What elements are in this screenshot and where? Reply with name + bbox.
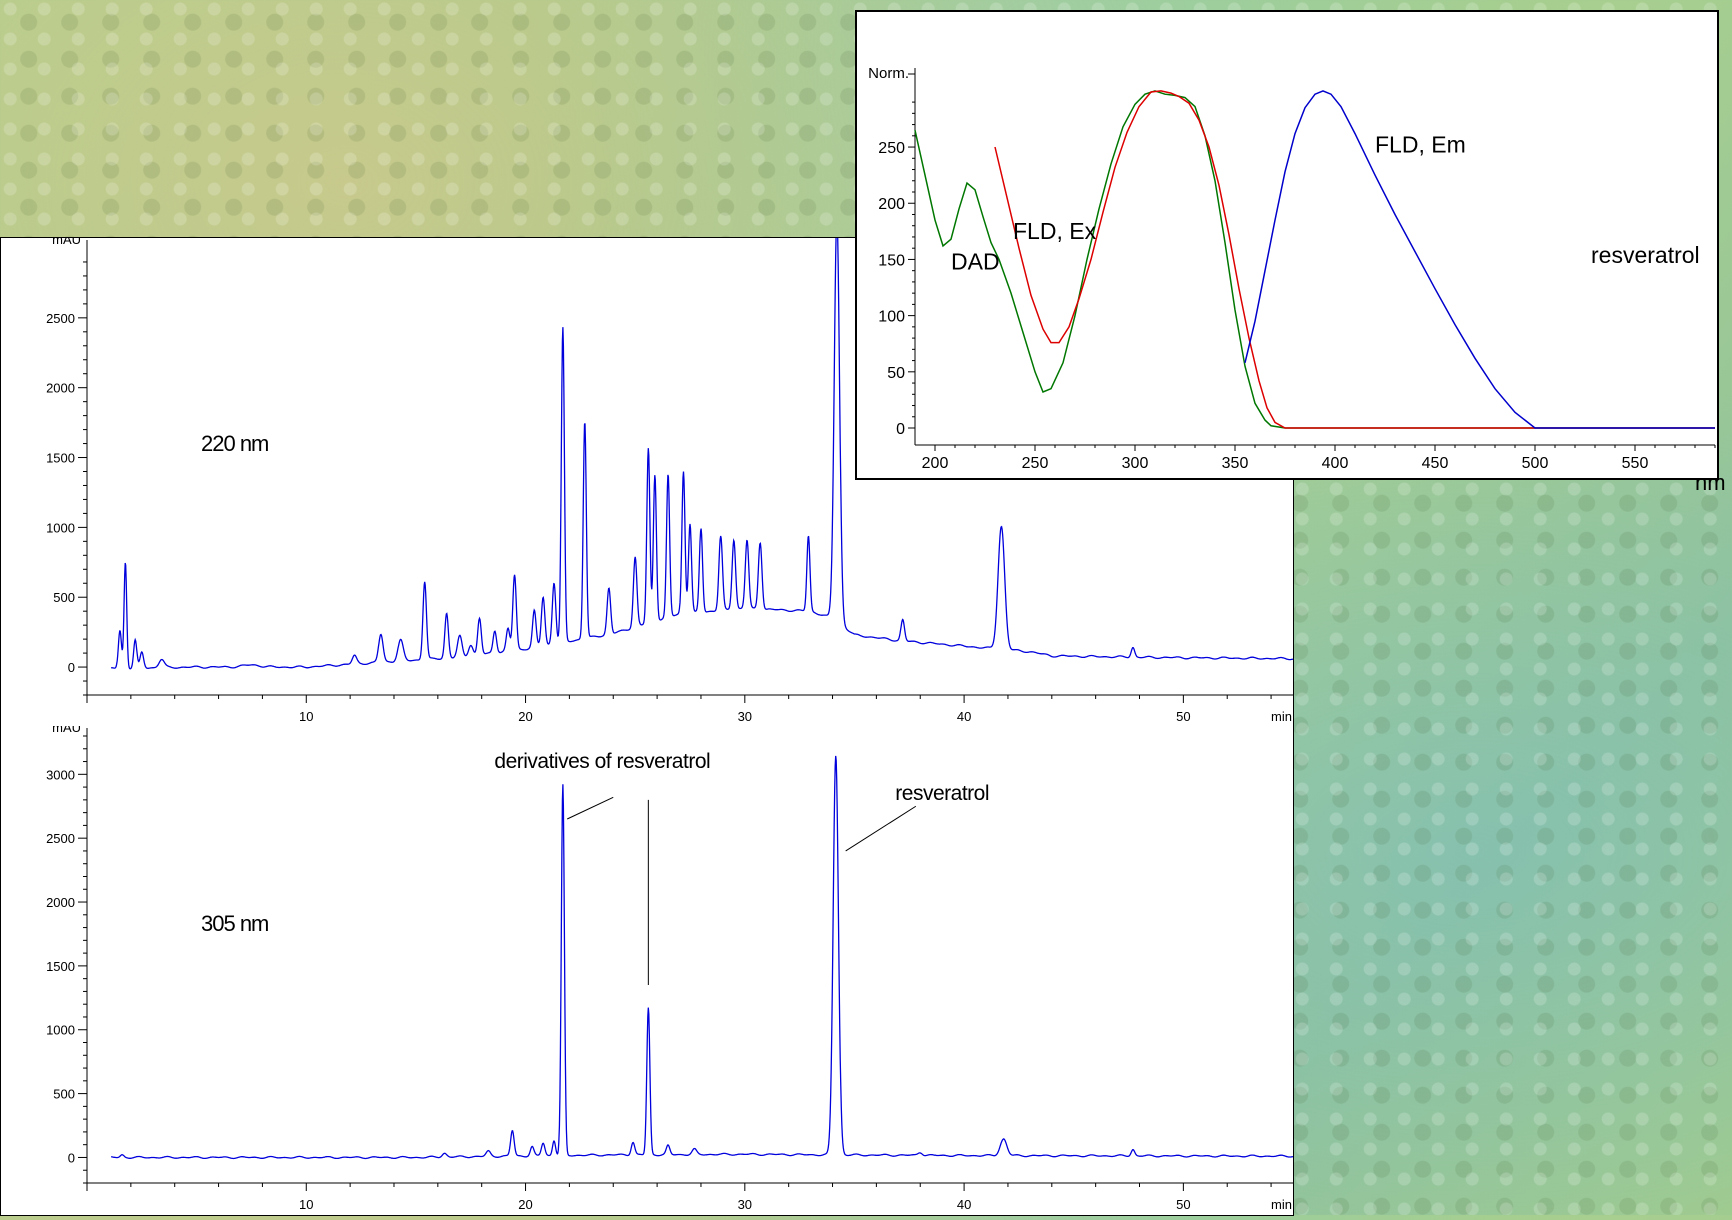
wavelength-annotation: 305 nm — [201, 911, 268, 936]
x-tick-label: 250 — [1022, 455, 1049, 472]
y-axis-label: mAU — [52, 726, 81, 735]
y-tick-label: 1500 — [46, 959, 75, 974]
spectrum-series-line — [1244, 90, 1715, 429]
chromatogram-trace — [110, 755, 1294, 1160]
chromatogram-trace — [110, 217, 1294, 670]
x-tick-label: 50 — [1176, 709, 1190, 724]
leader-line — [566, 796, 614, 820]
x-axis-unit: min — [1271, 1197, 1292, 1212]
x-tick-label: 30 — [738, 709, 752, 724]
peak-label: derivatives of resveratrol — [494, 750, 710, 773]
spectra-inset-svg: 0 50 100 150 200 250 Norm. 200 250 300 350 400 450 50… — [868, 65, 1726, 495]
y-axis-label: Norm. — [868, 65, 909, 82]
y-tick-label: 150 — [878, 252, 905, 269]
x-tick-label: 40 — [957, 1197, 971, 1212]
x-axis-unit: nm — [1695, 470, 1726, 495]
y-tick-label: 0 — [896, 421, 905, 438]
spectrum-series-line — [914, 90, 1715, 429]
spectrum-label: resveratrol — [1591, 242, 1700, 268]
leader-line — [845, 805, 917, 852]
x-tick-label: 500 — [1522, 455, 1549, 472]
chromatogram-panel-305: 0 500 1000 1500 2000 2500 3000 mAU 10 20 30 40 50 min… — [0, 720, 1294, 1216]
x-tick-label: 400 — [1322, 455, 1349, 472]
spectrum-label: DAD — [951, 249, 1000, 275]
x-tick-label: 10 — [299, 709, 313, 724]
x-tick-label: 20 — [518, 1197, 532, 1212]
y-tick-label: 0 — [68, 660, 75, 675]
y-tick-label: 500 — [53, 1087, 75, 1102]
y-tick-label: 2000 — [46, 895, 75, 910]
y-tick-label: 2500 — [46, 831, 75, 846]
y-tick-label: 2500 — [46, 311, 75, 326]
y-tick-label: 1000 — [46, 1023, 75, 1038]
y-tick-label: 1000 — [46, 520, 75, 535]
y-tick-label: 100 — [878, 309, 905, 326]
spectra-inset-panel: 0 50 100 150 200 250 Norm. 200 250 300 350 400 450 50… — [855, 10, 1726, 495]
spectrum-label: FLD, Ex — [1013, 218, 1097, 244]
y-tick-label: 0 — [68, 1150, 75, 1165]
y-tick-label: 50 — [887, 365, 905, 382]
x-tick-label: 350 — [1222, 455, 1249, 472]
x-tick-label: 50 — [1176, 1197, 1190, 1212]
wavelength-annotation: 220 nm — [201, 431, 268, 456]
spectrum-label: FLD, Em — [1375, 132, 1466, 158]
y-tick-label: 3000 — [46, 767, 75, 782]
y-axis-label: mAU — [52, 238, 81, 247]
x-tick-label: 300 — [1122, 455, 1149, 472]
peak-label: resveratrol — [895, 782, 989, 805]
x-axis-unit: min — [1271, 709, 1292, 724]
x-tick-label: 10 — [299, 1197, 313, 1212]
y-tick-label: 500 — [53, 590, 75, 605]
chromatogram-305-svg: 0 500 1000 1500 2000 2500 3000 mAU 10 20 30 40 50 min… — [46, 720, 1294, 1212]
x-tick-label: 450 — [1422, 455, 1449, 472]
x-tick-label: 200 — [922, 455, 949, 472]
y-tick-label: 200 — [878, 196, 905, 213]
y-tick-label: 1500 — [46, 451, 75, 466]
x-tick-label: 550 — [1622, 455, 1649, 472]
x-tick-label: 30 — [738, 1197, 752, 1212]
y-tick-label: 2000 — [46, 381, 75, 396]
x-tick-label: 40 — [957, 709, 971, 724]
x-tick-label: 20 — [518, 709, 532, 724]
y-tick-label: 250 — [878, 140, 905, 157]
spectrum-series-line — [994, 90, 1715, 429]
